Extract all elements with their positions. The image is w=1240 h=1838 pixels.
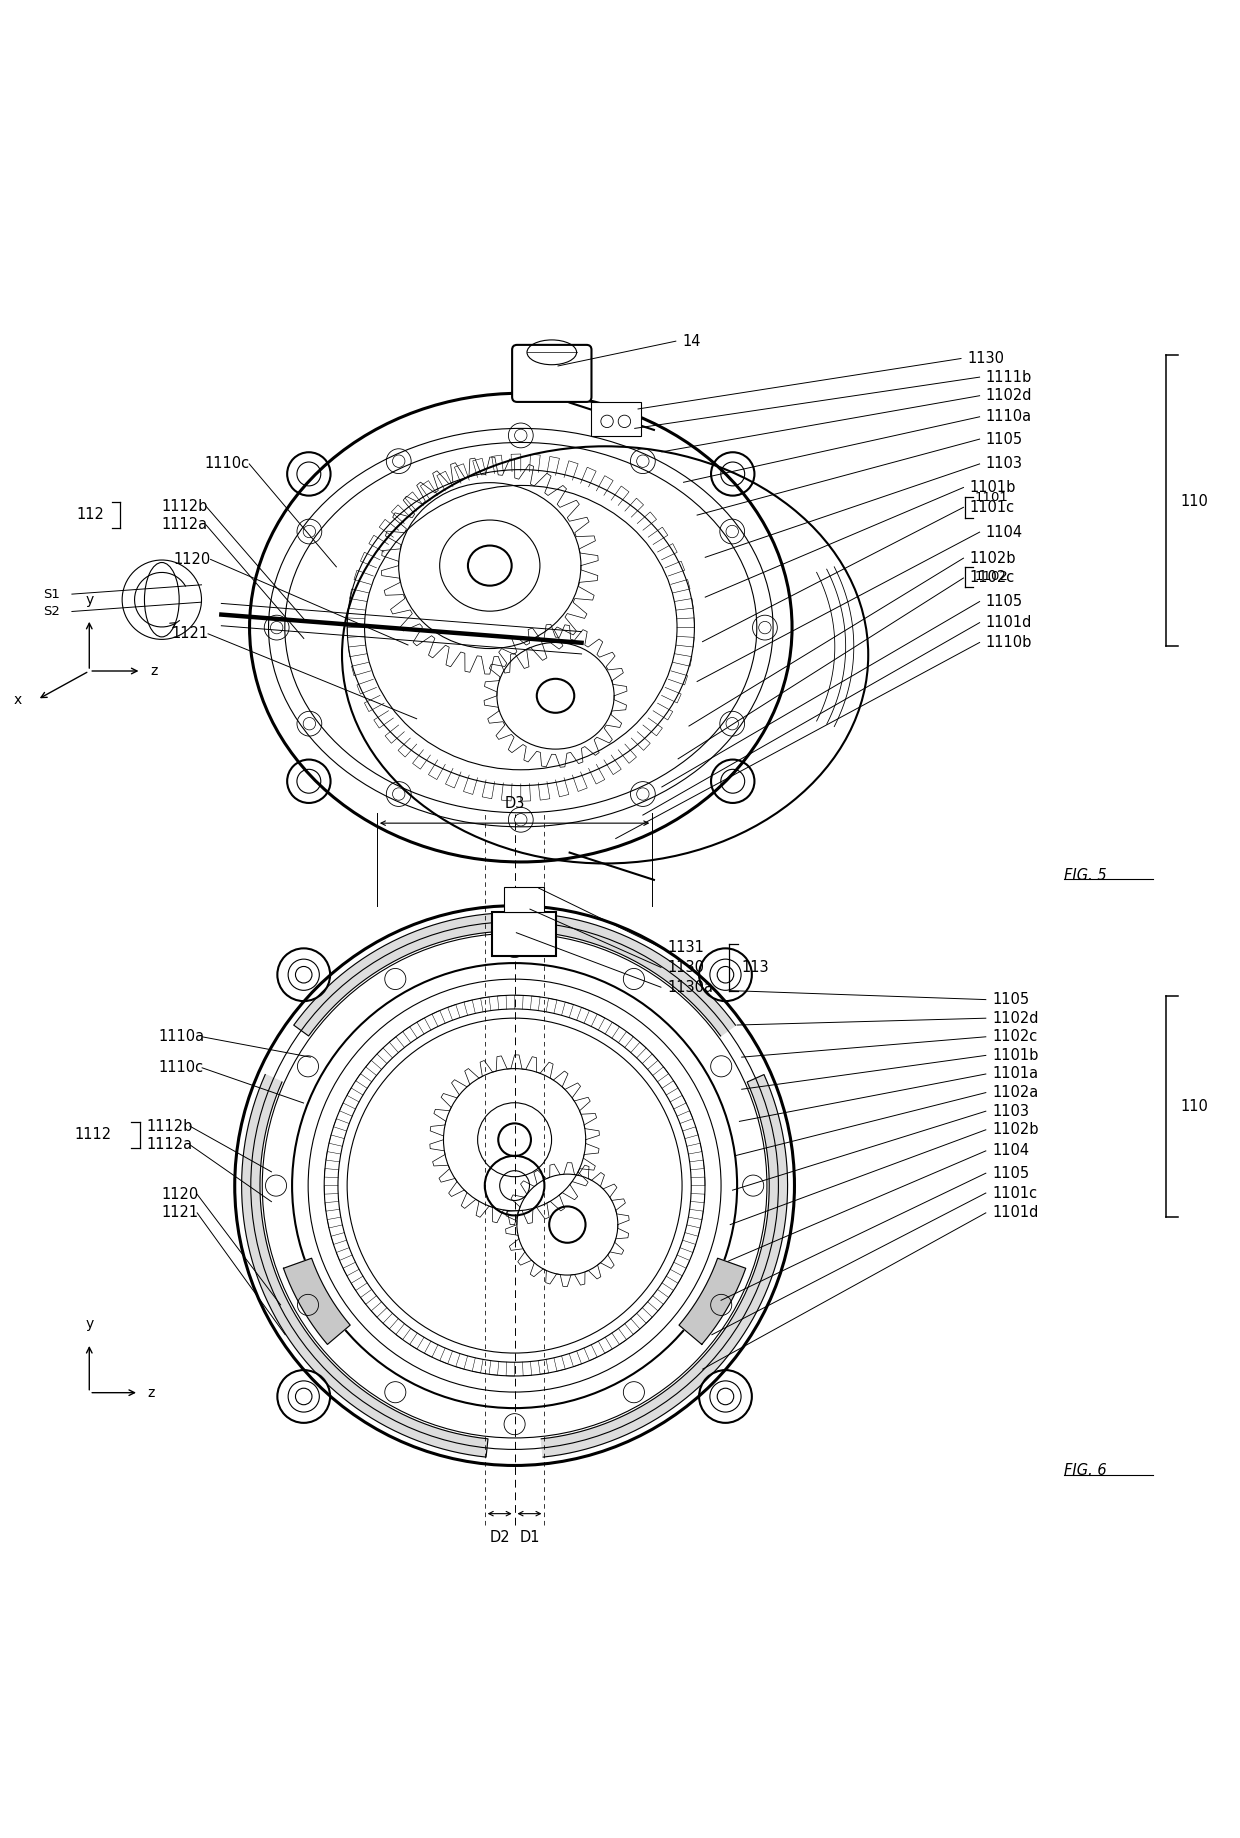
Text: 1112b: 1112b <box>146 1119 192 1134</box>
FancyBboxPatch shape <box>591 401 641 436</box>
FancyBboxPatch shape <box>491 912 556 956</box>
Text: 1104: 1104 <box>986 524 1023 540</box>
Text: 1111b: 1111b <box>986 369 1032 384</box>
Text: z: z <box>148 1386 155 1401</box>
Text: D1: D1 <box>520 1529 539 1544</box>
Text: 1102: 1102 <box>975 570 1008 583</box>
Text: 1102a: 1102a <box>992 1084 1038 1101</box>
Text: 1120: 1120 <box>174 551 211 566</box>
Text: x: x <box>14 693 22 706</box>
Text: 110: 110 <box>1180 494 1208 509</box>
Text: 1101d: 1101d <box>986 616 1032 630</box>
Polygon shape <box>680 1259 745 1344</box>
Text: 1110c: 1110c <box>159 1061 203 1075</box>
Text: 1130a: 1130a <box>667 980 713 994</box>
Text: 113: 113 <box>742 959 769 974</box>
Text: 1104: 1104 <box>992 1143 1029 1158</box>
Text: 1112a: 1112a <box>161 516 207 533</box>
Text: 14: 14 <box>682 335 701 349</box>
Text: D3: D3 <box>505 796 525 811</box>
Text: 1105: 1105 <box>992 1165 1029 1180</box>
FancyBboxPatch shape <box>503 886 543 912</box>
Text: 1105: 1105 <box>992 993 1029 1007</box>
Text: 1101d: 1101d <box>992 1206 1038 1220</box>
Text: 1102d: 1102d <box>986 388 1033 403</box>
Text: y: y <box>86 592 93 607</box>
Polygon shape <box>541 1075 787 1458</box>
Text: 1102c: 1102c <box>992 1029 1037 1044</box>
Text: 1130: 1130 <box>667 959 704 974</box>
Text: 1110a: 1110a <box>986 410 1032 425</box>
Text: 1110a: 1110a <box>159 1029 205 1044</box>
Text: 1120: 1120 <box>161 1187 198 1202</box>
Text: 1131: 1131 <box>667 939 704 956</box>
Text: 1110b: 1110b <box>986 634 1032 651</box>
Text: 1102b: 1102b <box>992 1123 1039 1138</box>
Text: 1103: 1103 <box>992 1103 1029 1119</box>
Text: 1110c: 1110c <box>205 456 249 471</box>
Text: 110: 110 <box>1180 1099 1208 1114</box>
Text: 1130: 1130 <box>967 351 1004 366</box>
Text: 1103: 1103 <box>986 456 1023 471</box>
Text: 1112b: 1112b <box>161 498 207 513</box>
Text: 1101b: 1101b <box>970 480 1016 494</box>
Text: 1101c: 1101c <box>970 500 1014 515</box>
Text: FIG. 6: FIG. 6 <box>1064 1463 1106 1478</box>
Text: 1105: 1105 <box>986 432 1023 447</box>
FancyBboxPatch shape <box>512 346 591 403</box>
Text: 1102b: 1102b <box>970 551 1017 566</box>
Text: S2: S2 <box>43 605 61 618</box>
Text: 1101c: 1101c <box>992 1186 1037 1200</box>
Text: D2: D2 <box>490 1529 510 1544</box>
Text: 1101a: 1101a <box>992 1066 1038 1081</box>
Text: S1: S1 <box>43 588 61 601</box>
Text: 1112a: 1112a <box>146 1138 192 1152</box>
Polygon shape <box>294 913 735 1037</box>
Text: 1101b: 1101b <box>992 1048 1038 1062</box>
Text: 1121: 1121 <box>171 627 208 641</box>
Text: 1112: 1112 <box>74 1127 112 1141</box>
Text: 1101: 1101 <box>975 491 1008 504</box>
Polygon shape <box>242 1075 489 1458</box>
Text: 112: 112 <box>77 507 104 522</box>
Text: z: z <box>150 664 157 678</box>
Text: FIG. 5: FIG. 5 <box>1064 868 1106 882</box>
Text: 1102d: 1102d <box>992 1011 1039 1026</box>
Text: y: y <box>86 1316 93 1331</box>
Polygon shape <box>284 1259 350 1344</box>
Text: 1121: 1121 <box>161 1206 198 1220</box>
Text: 1105: 1105 <box>986 594 1023 608</box>
Text: 1102c: 1102c <box>970 570 1014 586</box>
